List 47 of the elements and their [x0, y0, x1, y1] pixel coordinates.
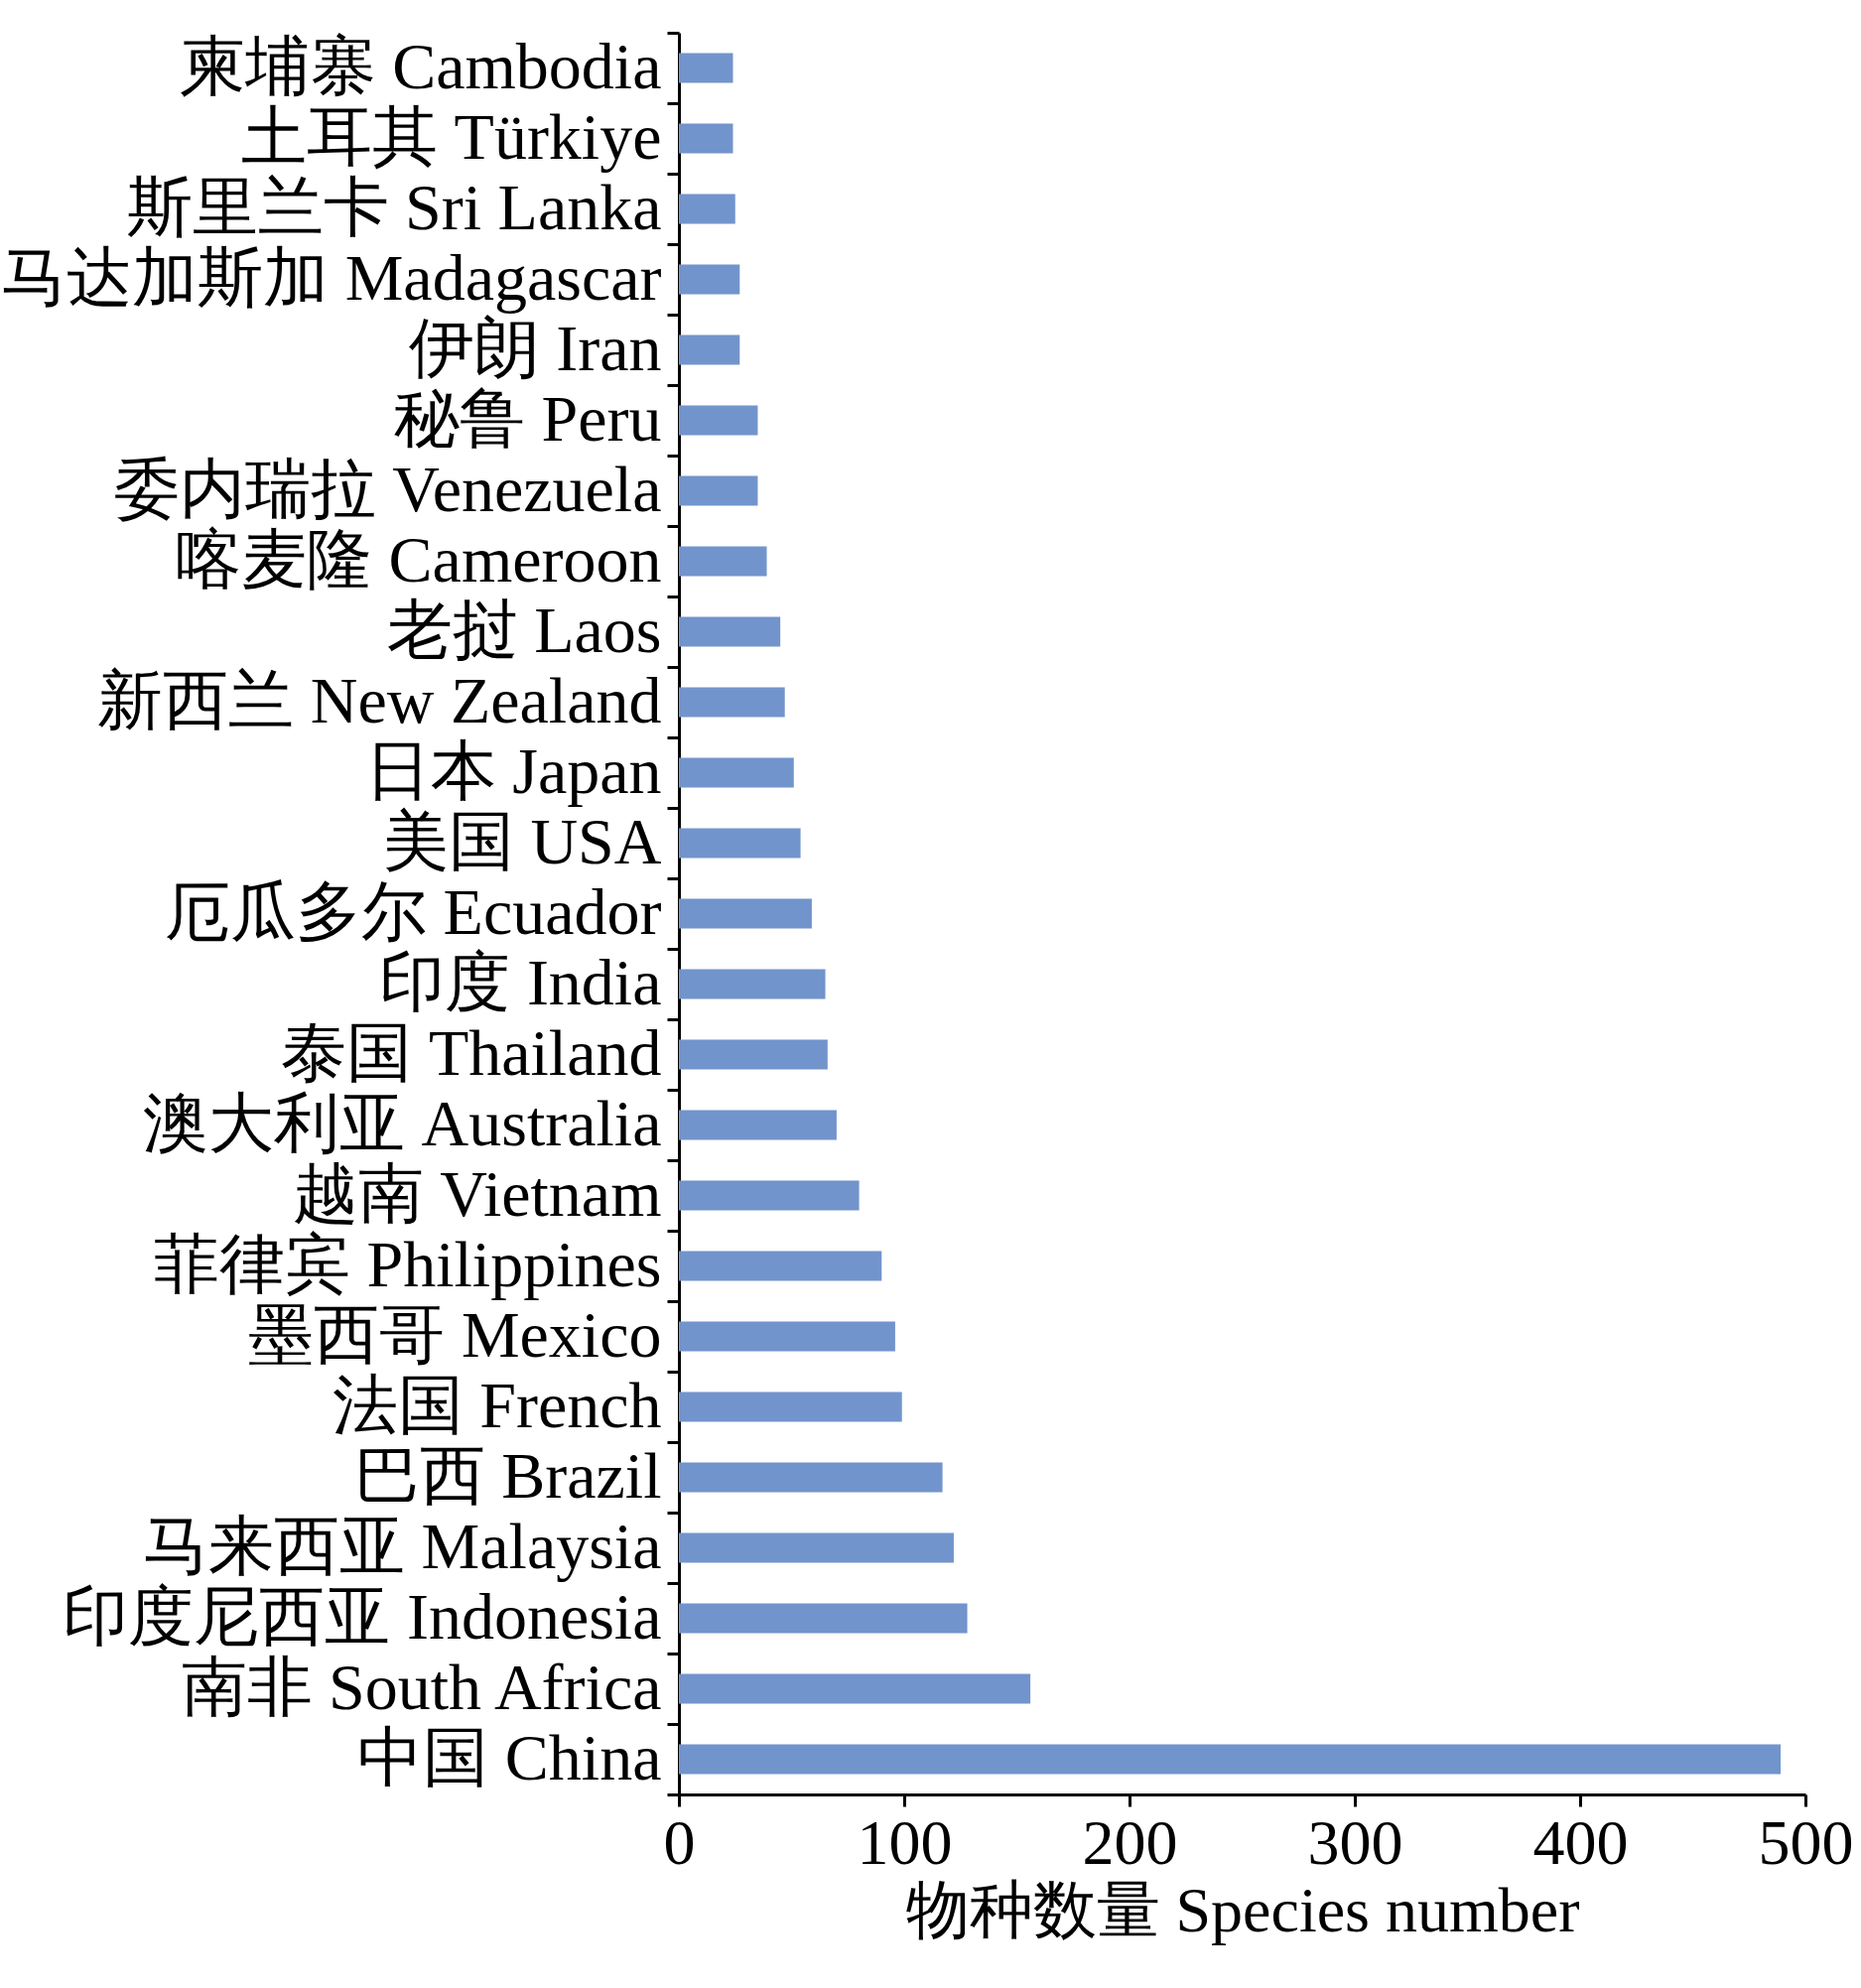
bar — [679, 616, 781, 647]
bar — [679, 123, 733, 154]
y-tick-label: 马达加斯加 Madagascar — [1, 241, 662, 314]
y-tick-label: 越南 Vietnam — [292, 1157, 662, 1230]
y-tick-label: 泰国 Thailand — [281, 1016, 662, 1089]
y-tick-label: 马来西亚 Malaysia — [143, 1510, 662, 1582]
y-tick-label: 新西兰 New Zealand — [97, 664, 662, 736]
y-tick-label: 印度 India — [379, 946, 662, 1018]
bar — [679, 757, 794, 788]
bar — [679, 405, 758, 436]
y-tick-label: 柬埔寨 Cambodia — [179, 30, 662, 102]
y-tick-label: 澳大利亚 Australia — [143, 1087, 662, 1159]
y-tick-label: 老挝 Laos — [386, 594, 662, 666]
y-tick-label: 秘鲁 Peru — [394, 382, 662, 455]
bar — [679, 1110, 837, 1140]
x-tick-label: 500 — [1758, 1806, 1854, 1878]
bar — [679, 1392, 902, 1422]
bar — [679, 1251, 882, 1281]
y-tick-label: 喀麦隆 Cameroon — [176, 523, 662, 596]
bar — [679, 1603, 968, 1634]
x-tick-label: 0 — [663, 1806, 696, 1878]
bar — [679, 828, 801, 859]
bar — [679, 1321, 895, 1352]
y-tick-label: 中国 China — [357, 1721, 662, 1793]
y-tick-label: 菲律宾 Philippines — [153, 1228, 662, 1300]
bar — [679, 969, 826, 999]
bar — [679, 1673, 1031, 1704]
bar — [679, 264, 740, 295]
bar — [679, 898, 812, 929]
y-tick-label: 南非 South Africa — [181, 1651, 662, 1723]
bar — [679, 1039, 828, 1070]
bar — [679, 194, 735, 224]
bar — [679, 546, 767, 577]
bar — [679, 53, 733, 83]
bar — [679, 1462, 943, 1493]
bar — [679, 1532, 954, 1563]
y-tick-label: 法国 French — [332, 1369, 662, 1441]
bar — [679, 475, 758, 506]
bar — [679, 334, 740, 365]
bar — [679, 1744, 1782, 1775]
y-tick-label: 日本 Japan — [364, 734, 662, 807]
y-tick-label: 厄瓜多尔 Ecuador — [165, 875, 662, 948]
y-tick-label: 委内瑞拉 Venezuela — [113, 453, 662, 525]
y-tick-label: 土耳其 Türkiye — [241, 100, 662, 173]
bar — [679, 1180, 860, 1211]
bar — [679, 687, 785, 718]
y-tick-label: 巴西 Brazil — [353, 1439, 662, 1512]
